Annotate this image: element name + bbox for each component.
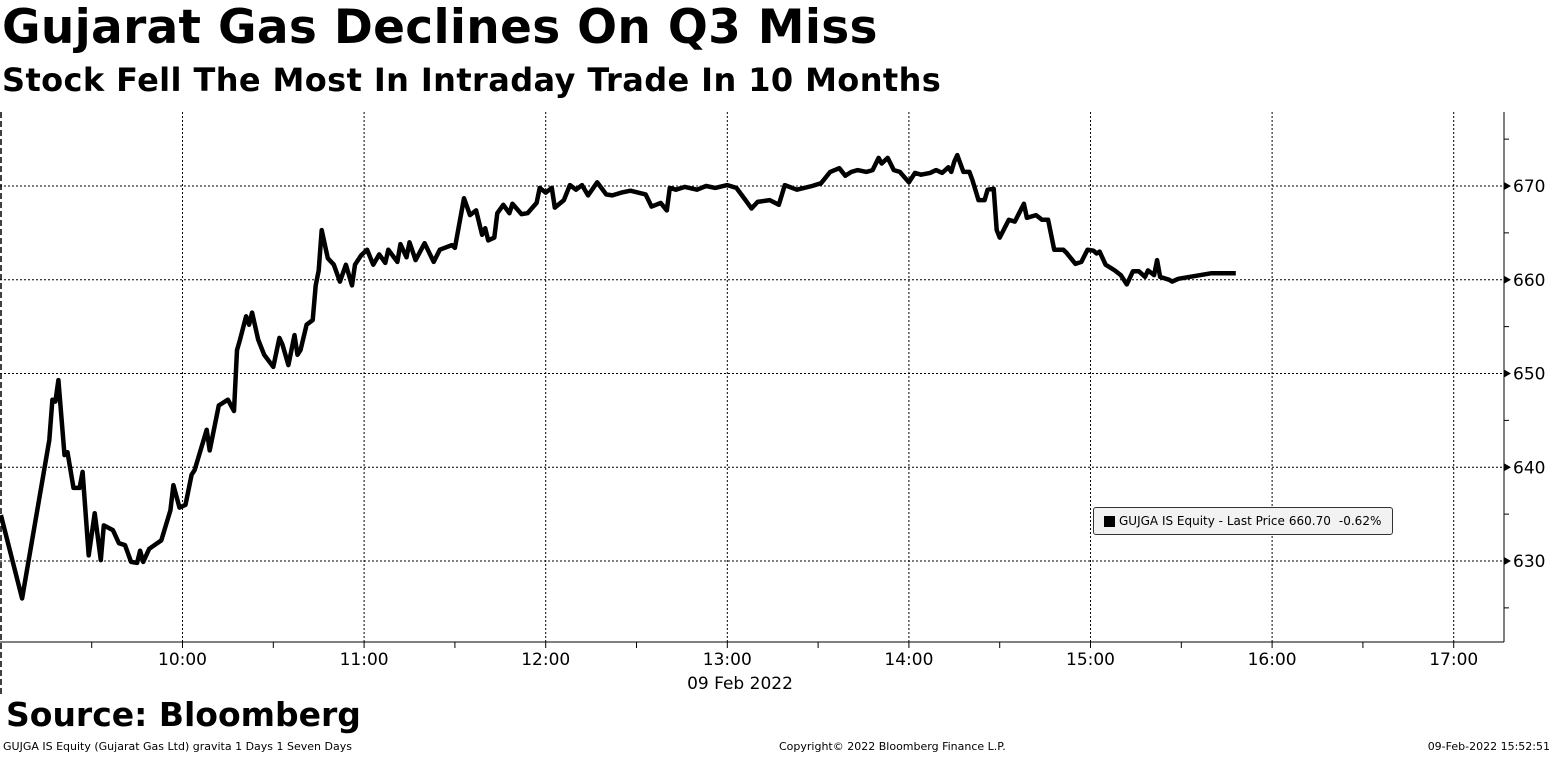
x-tick-label: 17:00	[1429, 650, 1478, 670]
footer-copyright: Copyright© 2022 Bloomberg Finance L.P.	[779, 740, 1006, 753]
chart-title: Gujarat Gas Declines On Q3 Miss	[2, 0, 878, 55]
y-tick-marker	[1504, 182, 1511, 190]
x-tick-label: 14:00	[884, 650, 933, 670]
legend: GUJGA IS Equity - Last Price 660.70 -0.6…	[1093, 507, 1393, 535]
y-tick-marker	[1504, 369, 1511, 378]
y-tick-label: 640	[1513, 458, 1545, 478]
chart-subtitle: Stock Fell The Most In Intraday Trade In…	[2, 61, 942, 99]
footer-security: GUJGA IS Equity (Gujarat Gas Ltd) gravit…	[3, 740, 352, 753]
legend-label: GUJGA IS Equity - Last Price	[1119, 514, 1285, 528]
x-tick-label: 11:00	[340, 650, 389, 670]
x-tick-label: 13:00	[703, 650, 752, 670]
y-tick-marker	[1504, 463, 1511, 472]
y-tick-label: 630	[1513, 552, 1545, 572]
footer-timestamp: 09-Feb-2022 15:52:51	[1427, 740, 1550, 753]
legend-change: -0.62%	[1338, 514, 1382, 528]
y-tick-marker	[1504, 557, 1511, 565]
legend-swatch	[1104, 515, 1115, 527]
x-tick-label: 10:00	[158, 650, 207, 670]
x-tick-label: 12:00	[521, 650, 570, 670]
x-tick-label: 16:00	[1248, 650, 1297, 670]
legend-last-price: 660.70	[1288, 514, 1331, 528]
y-tick-label: 650	[1513, 365, 1545, 385]
x-tick-label: 15:00	[1066, 650, 1115, 670]
price-line	[0, 152, 1236, 601]
source-label: Source: Bloomberg	[6, 695, 361, 734]
y-tick-label: 660	[1513, 271, 1545, 291]
x-axis-label: 09 Feb 2022	[687, 674, 793, 694]
y-tick-label: 670	[1513, 177, 1545, 197]
y-tick-marker	[1504, 275, 1511, 284]
